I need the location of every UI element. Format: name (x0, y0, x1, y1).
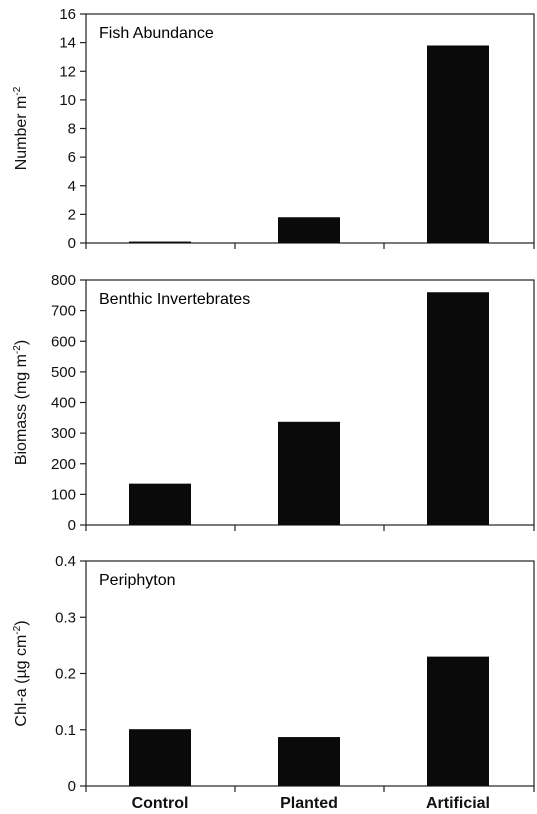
y-tick-label: 600 (51, 333, 76, 350)
bar-planted (278, 737, 340, 786)
y-tick-label: 0.4 (55, 553, 76, 570)
y-tick-label: 500 (51, 364, 76, 381)
y-tick-label: 0 (68, 778, 76, 795)
y-tick-label: 10 (59, 92, 76, 109)
y-tick-label: 800 (51, 272, 76, 289)
y-tick-label: 300 (51, 425, 76, 442)
y-tick-label: 0.3 (55, 609, 76, 626)
y-tick-label: 8 (68, 121, 76, 138)
bar-artificial (427, 292, 489, 525)
bar-control (129, 241, 191, 243)
panel-title: Periphyton (99, 572, 176, 589)
y-axis-label-main: Chl-a (µg cm (13, 635, 30, 727)
x-category-label-control: Control (132, 795, 189, 812)
y-tick-label: 700 (51, 303, 76, 320)
bar-control (129, 729, 191, 786)
y-tick-label: 0 (68, 235, 76, 252)
y-axis-label-main: Number m (13, 96, 30, 171)
x-category-label-planted: Planted (280, 795, 338, 812)
y-tick-label: 4 (68, 178, 76, 195)
y-tick-label: 2 (68, 206, 76, 223)
panel-2: 0 100 200 300 400 500 600 700 800 Benthic Inverte… (12, 272, 535, 534)
y-axis-label-sup: -2 (12, 86, 23, 95)
y-tick-label: 12 (59, 63, 76, 80)
y-axis-label-sup: -2 (12, 345, 23, 354)
y-tick-label: 16 (59, 6, 76, 23)
y-axis-label: Number m-2 (12, 86, 30, 170)
y-axis-label-sup: -2 (12, 625, 23, 634)
y-axis-label-main: Biomass (mg m (13, 354, 30, 465)
panel-1: 0 2 4 6 8 10 12 14 16 Fish Abundance Number m-2 (12, 6, 535, 252)
bar-artificial (427, 45, 489, 243)
y-axis-label: Chl-a (µg cm-2) (12, 620, 30, 726)
y-tick-label: 0.2 (55, 666, 76, 683)
y-axis-label-tail: ) (13, 620, 30, 625)
panel-title: Benthic Invertebrates (99, 291, 250, 308)
y-tick-label: 200 (51, 456, 76, 473)
bar-control (129, 483, 191, 525)
y-tick-label: 0.1 (55, 722, 76, 739)
y-tick-label: 0 (68, 517, 76, 534)
bar-planted (278, 421, 340, 525)
y-tick-label: 400 (51, 395, 76, 412)
y-axis-label: Biomass (mg m-2) (12, 340, 30, 465)
bar-artificial (427, 656, 489, 786)
bar-planted (278, 217, 340, 243)
x-category-label-artificial: Artificial (426, 795, 490, 812)
y-axis-label-tail: ) (13, 340, 30, 345)
y-tick-label: 14 (59, 35, 76, 52)
panel-title: Fish Abundance (99, 25, 214, 42)
panel-3: 0 0.1 0.2 0.3 0.4 Periphyton Chl-a (µg cm-2) (12, 553, 535, 795)
y-tick-label: 6 (68, 149, 76, 166)
y-tick-label: 100 (51, 486, 76, 503)
